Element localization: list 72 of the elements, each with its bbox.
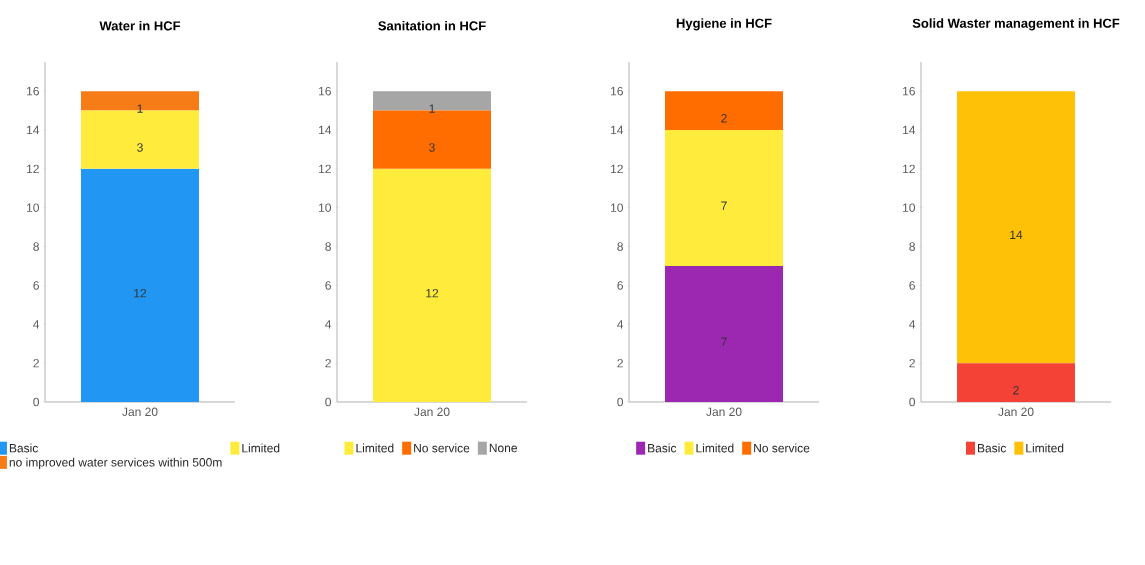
- legend-label: Basic: [9, 443, 38, 453]
- x-tick-label: Jan 20: [706, 407, 742, 417]
- y-tick-label: 2: [33, 358, 39, 368]
- y-tick-label: 12: [319, 164, 331, 174]
- y-tick-label: 10: [27, 203, 39, 212]
- y-tick-label: 0: [33, 397, 40, 407]
- legend-label: no improved water services within 500m: [9, 457, 222, 469]
- y-tick-label: 10: [319, 203, 332, 212]
- y-tick-label: 2: [617, 358, 623, 368]
- y-tick-label: 6: [617, 281, 623, 290]
- y-tick-label: 6: [33, 281, 39, 290]
- y-tick-label: 14: [27, 125, 40, 135]
- y-tick-label: 4: [33, 320, 40, 329]
- legend-label: Basic: [977, 443, 1007, 453]
- x-tick-label: Jan 20: [122, 407, 158, 417]
- bar: [665, 266, 783, 402]
- chart-title: Hygiene in HCF: [676, 18, 772, 31]
- y-tick-label: 16: [611, 86, 623, 96]
- y-tick-label: 14: [611, 125, 624, 135]
- legend-label: Limited: [696, 443, 734, 453]
- data-label: 7: [721, 337, 727, 346]
- y-tick-label: 2: [909, 358, 915, 368]
- data-label: 3: [137, 143, 143, 152]
- y-tick-label: 4: [617, 320, 624, 329]
- bar: [81, 91, 199, 111]
- chart-title: Water in HCF: [99, 20, 181, 31]
- y-tick-label: 0: [325, 397, 332, 407]
- y-tick-label: 10: [903, 203, 916, 212]
- data-label: 2: [721, 114, 727, 123]
- y-tick-label: 16: [319, 86, 331, 96]
- y-tick-label: 8: [325, 242, 331, 251]
- y-tick-label: 16: [903, 86, 915, 96]
- y-tick-label: 8: [617, 242, 623, 251]
- bar: [665, 130, 783, 266]
- y-tick-label: 10: [611, 203, 624, 212]
- y-tick-label: 14: [319, 125, 332, 135]
- x-tick-label: Jan 20: [414, 407, 450, 417]
- bar: [373, 168, 491, 402]
- data-label: 12: [426, 288, 439, 298]
- data-label: 3: [429, 143, 435, 152]
- y-tick-label: 12: [27, 164, 39, 174]
- data-label: 12: [134, 288, 147, 298]
- bar: [665, 91, 783, 130]
- legend-label: Limited: [356, 443, 394, 453]
- bar: [81, 168, 199, 402]
- y-tick-label: 14: [903, 125, 916, 135]
- legend-label: Limited: [242, 443, 280, 453]
- y-tick-label: 6: [325, 281, 331, 290]
- chart-title: Sanitation in HCF: [378, 20, 486, 31]
- y-tick-label: 6: [909, 281, 915, 290]
- y-tick-label: 2: [325, 358, 331, 368]
- y-tick-label: 16: [27, 86, 39, 96]
- data-label: 7: [721, 201, 727, 210]
- data-label: 2: [1013, 386, 1019, 395]
- y-tick-label: 0: [909, 397, 916, 407]
- y-tick-label: 12: [903, 164, 915, 174]
- y-tick-label: 4: [325, 320, 332, 329]
- legend-label: Limited: [1026, 443, 1064, 453]
- y-tick-label: 8: [33, 242, 39, 251]
- chart-title: Solid Waster management in HCF: [912, 18, 1120, 31]
- y-tick-label: 4: [909, 320, 916, 329]
- x-tick-label: Jan 20: [998, 407, 1034, 417]
- legend-label: Basic: [648, 443, 677, 453]
- data-label: 14: [1010, 230, 1023, 239]
- y-tick-label: 0: [617, 397, 624, 407]
- y-tick-label: 8: [909, 242, 915, 251]
- data-label: 1: [137, 104, 143, 113]
- y-tick-label: 12: [611, 164, 623, 174]
- legend-label: None: [489, 443, 517, 453]
- bar: [373, 91, 491, 111]
- legend-label: No service: [754, 443, 810, 453]
- legend-label: No service: [414, 443, 470, 453]
